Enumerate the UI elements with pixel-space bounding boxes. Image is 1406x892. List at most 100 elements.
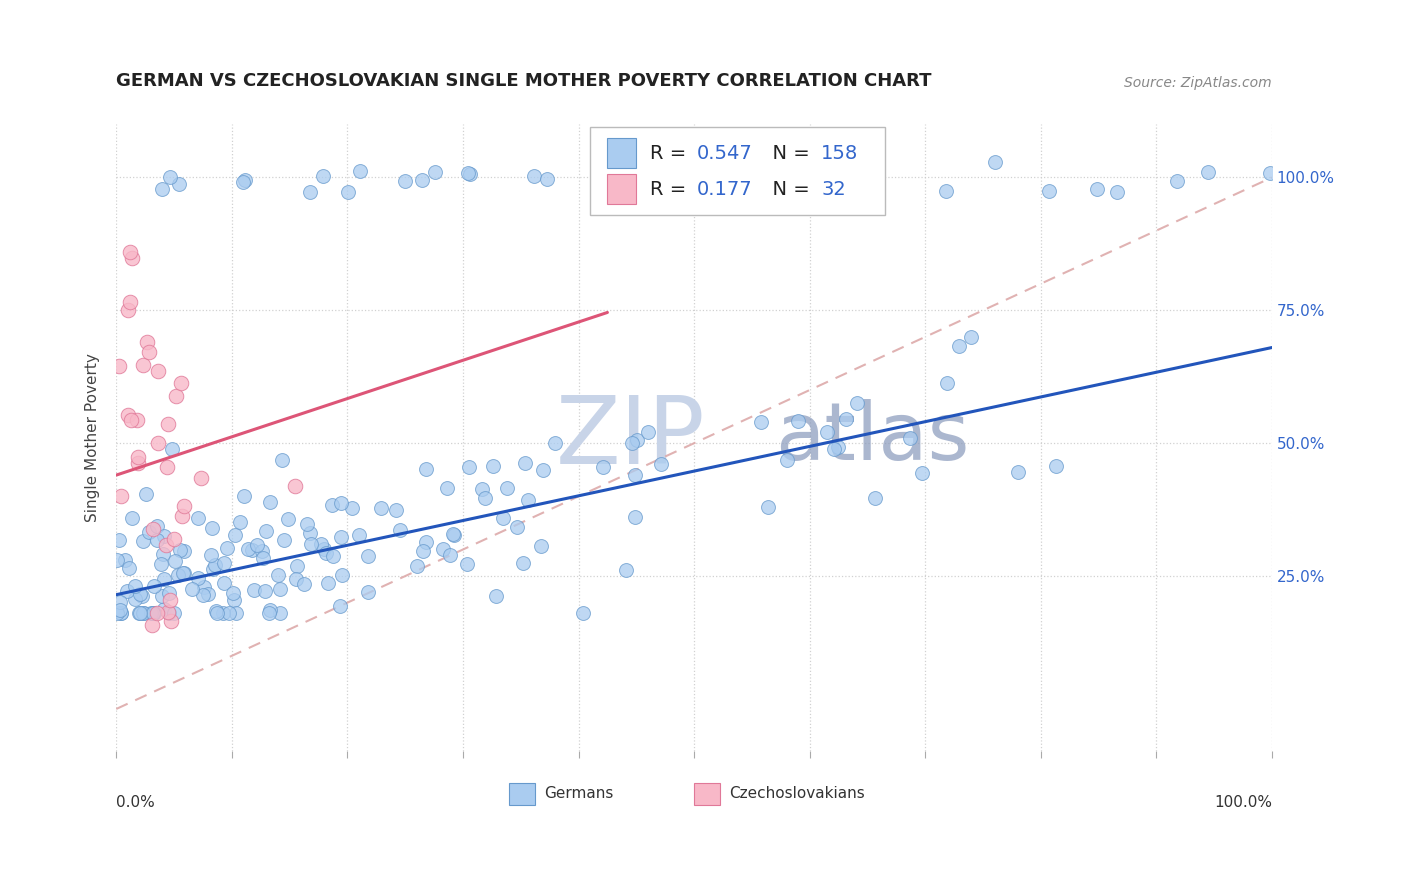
Point <box>124 579 146 593</box>
Point <box>259 603 281 617</box>
FancyBboxPatch shape <box>591 128 884 215</box>
Point <box>148 436 170 450</box>
Point <box>415 534 437 549</box>
Point <box>197 587 219 601</box>
Point <box>163 533 186 547</box>
Point <box>127 450 149 465</box>
Point <box>166 568 188 582</box>
Point <box>246 538 269 552</box>
Point <box>370 501 392 516</box>
FancyBboxPatch shape <box>607 138 637 169</box>
Point <box>132 358 155 372</box>
Text: GERMAN VS CZECHOSLOVAKIAN SINGLE MOTHER POVERTY CORRELATION CHART: GERMAN VS CZECHOSLOVAKIAN SINGLE MOTHER … <box>117 71 932 90</box>
Point <box>190 470 212 484</box>
Point <box>412 544 434 558</box>
Point <box>193 580 215 594</box>
Point <box>1197 164 1219 178</box>
Point <box>523 169 546 184</box>
Point <box>266 568 288 582</box>
Point <box>108 595 131 609</box>
Point <box>134 607 156 621</box>
Point <box>1007 465 1029 479</box>
Point <box>170 376 193 391</box>
Point <box>110 607 132 621</box>
Text: Source: ZipAtlas.com: Source: ZipAtlas.com <box>1125 76 1272 90</box>
Point <box>145 607 167 621</box>
Point <box>626 433 648 447</box>
Point <box>516 493 538 508</box>
Point <box>143 607 166 621</box>
Point <box>191 588 214 602</box>
Point <box>285 573 308 587</box>
FancyBboxPatch shape <box>607 174 637 204</box>
Point <box>637 425 659 440</box>
Point <box>254 583 277 598</box>
Point <box>284 479 307 493</box>
Point <box>202 562 225 576</box>
Point <box>236 542 259 557</box>
Point <box>105 607 128 621</box>
Point <box>169 542 191 557</box>
Point <box>1045 458 1067 473</box>
Text: R =: R = <box>650 144 693 163</box>
Point <box>984 155 1007 169</box>
Point <box>695 180 717 194</box>
Text: 158: 158 <box>821 144 859 163</box>
Point <box>349 164 371 178</box>
Point <box>108 359 131 374</box>
Point <box>485 589 508 603</box>
Point <box>536 172 558 186</box>
Point <box>250 544 273 558</box>
Point <box>204 558 226 573</box>
Point <box>180 582 202 597</box>
Point <box>138 345 160 359</box>
Point <box>347 527 370 541</box>
Point <box>156 460 179 475</box>
Point <box>443 528 465 542</box>
Point <box>436 481 458 495</box>
Point <box>357 584 380 599</box>
Point <box>108 533 131 547</box>
Text: Czechoslovakians: Czechoslovakians <box>728 786 865 801</box>
Point <box>159 592 181 607</box>
Point <box>120 413 142 427</box>
Point <box>492 510 515 524</box>
Point <box>129 607 152 621</box>
Point <box>118 561 141 575</box>
Point <box>318 575 340 590</box>
Point <box>243 582 266 597</box>
Point <box>277 512 299 526</box>
Point <box>910 467 932 481</box>
Point <box>652 176 675 190</box>
Point <box>312 169 335 184</box>
Point <box>322 549 344 563</box>
Point <box>285 559 308 574</box>
Point <box>157 607 180 621</box>
Point <box>242 543 264 558</box>
Point <box>114 553 136 567</box>
Point <box>530 539 553 553</box>
Point <box>309 537 332 551</box>
Point <box>298 186 321 200</box>
Point <box>167 177 190 191</box>
Point <box>935 184 957 198</box>
Point <box>332 567 354 582</box>
Point <box>257 607 280 621</box>
Point <box>142 522 165 536</box>
Point <box>624 468 647 483</box>
Point <box>865 491 887 505</box>
Point <box>163 607 186 621</box>
Point <box>117 302 139 317</box>
Point <box>118 245 141 260</box>
Point <box>233 489 256 503</box>
Point <box>411 173 433 187</box>
Point <box>132 534 155 549</box>
Point <box>441 527 464 541</box>
Point <box>127 413 149 427</box>
Point <box>142 607 165 621</box>
Text: atlas: atlas <box>775 399 969 477</box>
Point <box>173 499 195 513</box>
Point <box>150 590 173 604</box>
Point <box>314 542 336 557</box>
Point <box>496 481 519 495</box>
